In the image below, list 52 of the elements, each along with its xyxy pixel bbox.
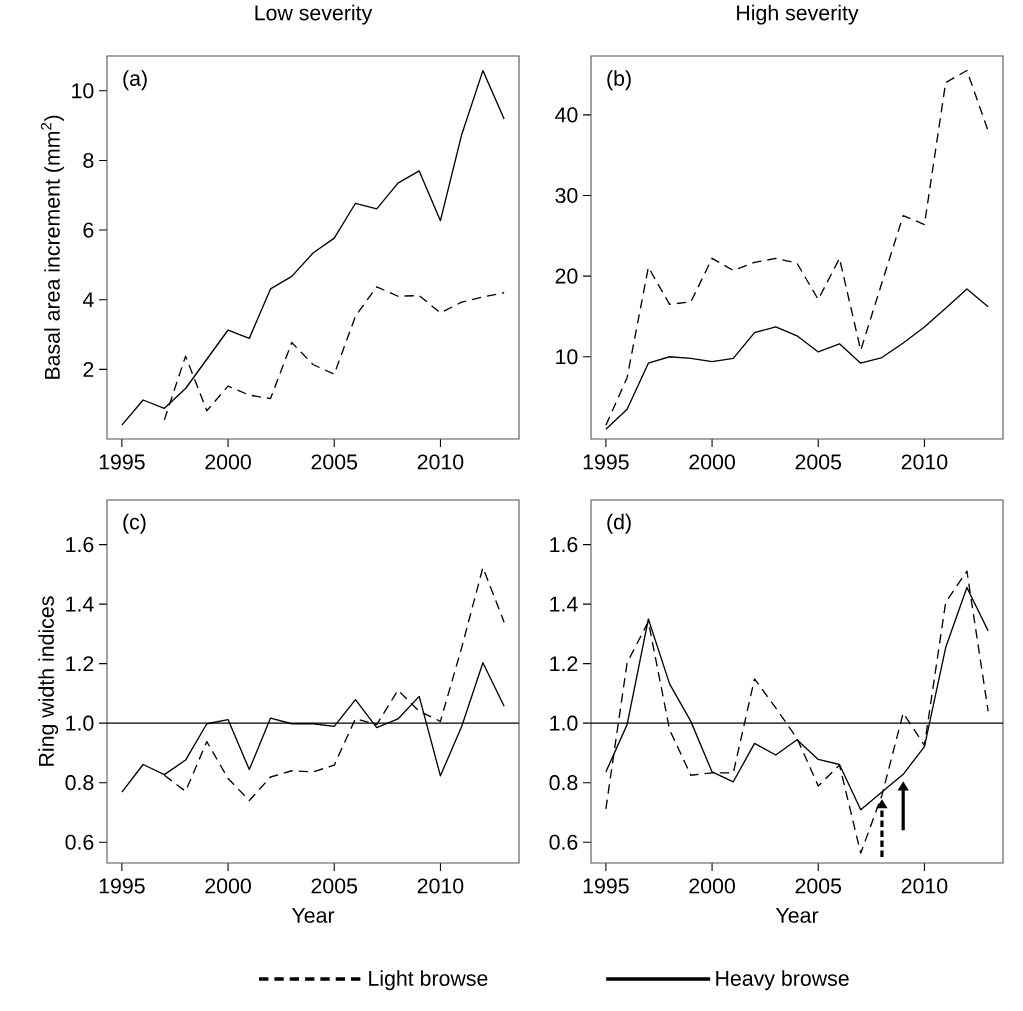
- y-tick-label: 10: [72, 83, 94, 99]
- y-tick-label: 1.2: [550, 656, 578, 672]
- line-series: [121, 69, 505, 426]
- y-tick-label: 1.6: [66, 537, 94, 553]
- annotation: (c): [123, 513, 146, 534]
- line-series: [605, 288, 989, 430]
- annotation: (a): [123, 70, 147, 91]
- x-tick-label: 1995: [583, 878, 629, 894]
- y-tick-label: 8: [83, 152, 94, 168]
- x-tick-label: 2010: [901, 878, 948, 894]
- y-axis-title: Ring width indices: [38, 596, 59, 766]
- x-axis-title: Year: [775, 907, 819, 923]
- y-tick-label: 0.8: [65, 775, 94, 791]
- x-tick-label: 2010: [901, 454, 948, 470]
- y-tick-label: 1.4: [66, 596, 94, 612]
- legend-label: Light browse: [369, 970, 488, 991]
- annotation: (b): [607, 70, 631, 91]
- y-tick-label: 0.8: [549, 775, 578, 791]
- x-tick-label: 1995: [583, 454, 629, 470]
- x-tick-label: 2000: [205, 878, 251, 894]
- y-tick-label: 1.6: [550, 537, 578, 553]
- x-tick-label: 2005: [311, 878, 358, 894]
- y-tick-label: 0.6: [549, 834, 578, 850]
- chart-title: High severity: [737, 4, 859, 25]
- y-tick-label: 30: [555, 187, 578, 204]
- x-tick-label: 2000: [205, 454, 251, 470]
- y-tick-label: 40: [555, 107, 578, 123]
- y-tick-label: 1.4: [550, 596, 578, 612]
- x-tick-label: 1995: [99, 878, 145, 894]
- x-axis-title: Year: [291, 907, 335, 923]
- line-series: [605, 69, 989, 426]
- y-tick-label: 6: [83, 222, 94, 238]
- y-tick-label: 4: [82, 292, 94, 308]
- x-tick-label: 2010: [417, 878, 464, 894]
- y-tick-label: 1.2: [66, 656, 94, 672]
- annotation: (d): [607, 513, 631, 534]
- x-tick-label: 1995: [99, 454, 145, 470]
- x-tick-label: 2005: [311, 454, 358, 470]
- x-tick-label: 2000: [689, 454, 735, 470]
- y-tick-label: 10: [556, 349, 578, 365]
- x-tick-label: 2005: [795, 878, 842, 894]
- y-tick-label: 1.0: [550, 715, 578, 731]
- y-tick-label: 20: [555, 268, 578, 284]
- legend-label: Heavy browse: [716, 970, 849, 991]
- x-tick-label: 2010: [417, 454, 464, 470]
- x-tick-label: 2000: [689, 878, 735, 894]
- x-tick-label: 2005: [795, 454, 842, 470]
- y-tick-label: 2: [83, 361, 94, 377]
- y-tick-label: 1.0: [66, 715, 94, 731]
- chart-title: Low severity: [255, 4, 373, 25]
- y-tick-label: 0.6: [65, 834, 94, 850]
- y-axis-title: Basal area increment (mm$^{2}$): [40, 115, 65, 379]
